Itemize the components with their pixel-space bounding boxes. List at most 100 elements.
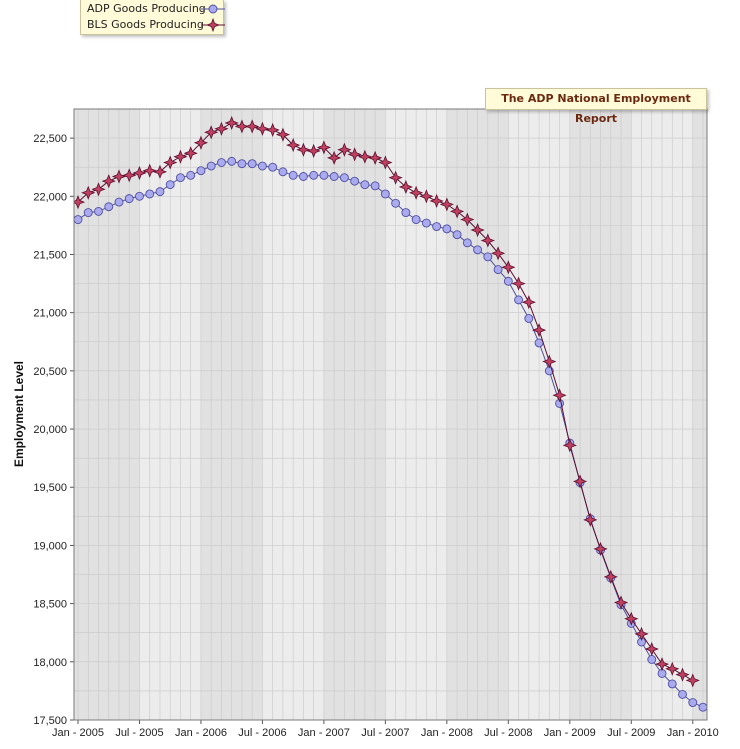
data-point-bls [245, 119, 260, 134]
data-point-bls [654, 657, 670, 672]
data-point-bls [101, 174, 116, 189]
data-point-bls [644, 641, 659, 657]
data-point-adp [186, 170, 196, 180]
data-point-adp [176, 173, 185, 183]
data-point-bls [183, 146, 198, 161]
data-point-bls [347, 147, 362, 162]
data-point-bls [224, 115, 239, 131]
data-point-bls [111, 169, 127, 184]
y-tick-label: 18,000 [33, 657, 67, 669]
data-point-adp [339, 173, 349, 183]
data-point-adp [94, 206, 103, 216]
data-point-bls [511, 276, 526, 291]
data-point-adp [165, 180, 175, 190]
data-point-adp [145, 189, 155, 199]
data-point-adp [350, 176, 360, 186]
data-point-adp [391, 198, 401, 208]
data-point-adp [278, 167, 288, 177]
data-point-adp [319, 170, 329, 180]
data-point-bls [193, 135, 209, 150]
axes: 17,500 18,000 18,500 19,000 19,500 20,000 20,5… [33, 108, 719, 739]
x-tick-label: Jan - 2007 [298, 727, 350, 739]
data-point-bls [152, 164, 168, 179]
data-point-bls [265, 122, 280, 138]
y-tick-label: 19,000 [33, 540, 67, 552]
y-tick-label: 19,500 [33, 482, 67, 494]
x-tick-label: Jul - 2007 [361, 727, 409, 739]
data-point-bls [378, 155, 393, 170]
data-point-bls [91, 182, 106, 197]
data-point-adp [442, 224, 452, 234]
data-point-bls [480, 233, 495, 248]
data-point-bls [357, 149, 372, 164]
data-point-bls [204, 125, 219, 140]
circle-marker-icon [201, 4, 225, 14]
data-point-bls [562, 438, 577, 453]
data-point-bls [521, 295, 536, 310]
data-point-adp [411, 215, 421, 225]
star-marker-icon [201, 18, 225, 32]
data-point-bls [593, 541, 608, 557]
data-point-bls [501, 260, 516, 275]
data-point-bls [542, 354, 557, 369]
data-point-adp [473, 245, 483, 255]
data-point-adp [483, 252, 493, 262]
data-point-adp [698, 702, 707, 712]
data-point-bls [142, 163, 157, 178]
data-point-adp [514, 295, 524, 305]
data-point-adp [206, 161, 216, 171]
data-point-adp [380, 189, 390, 199]
data-point-adp [401, 208, 411, 218]
report-title-box: The ADP National Employment Report [485, 88, 707, 125]
data-point-bls [286, 137, 301, 153]
report-title: The ADP National Employment Report [501, 92, 691, 125]
x-tick-label: Jul - 2006 [238, 727, 286, 739]
data-point-bls [122, 168, 137, 183]
data-point-bls [173, 149, 188, 164]
data-point-bls [490, 246, 506, 261]
data-point-bls [132, 165, 147, 181]
x-tick-label: Jan - 2008 [421, 727, 473, 739]
data-point-adp [114, 197, 124, 207]
data-point-adp [678, 689, 687, 699]
x-tick-label: Jan - 2009 [544, 727, 596, 739]
data-point-bls [163, 155, 178, 170]
data-point-bls [409, 185, 424, 200]
data-point-adp [268, 162, 278, 172]
y-tick-label: 22,000 [33, 191, 67, 203]
data-point-adp [83, 208, 93, 218]
data-point-adp [524, 314, 534, 323]
data-point-bls [552, 388, 567, 403]
data-point-bls [429, 193, 444, 209]
legend: ADP Goods Producing BLS Goods Producing [80, 0, 225, 35]
data-point-adp [155, 187, 165, 197]
plot-border [73, 108, 708, 721]
data-point-bls [583, 512, 598, 527]
y-tick-label: 20,000 [33, 424, 67, 436]
data-point-adp [452, 230, 462, 240]
data-point-bls [613, 595, 629, 610]
data-point-adp [135, 191, 144, 201]
x-tick-label: Jan - 2005 [52, 727, 104, 739]
data-point-adp [370, 181, 380, 191]
data-point-adp [503, 276, 513, 286]
data-point-adp [257, 161, 267, 171]
data-point-bls [470, 222, 485, 238]
data-point-adp [216, 158, 226, 167]
series-layer [74, 115, 707, 712]
data-point-bls [275, 127, 291, 142]
data-point-bls [419, 189, 434, 204]
data-point-bls [572, 474, 588, 489]
x-tick-label: Jan - 2006 [175, 727, 227, 739]
legend-item-bls: BLS Goods Producing [87, 18, 225, 32]
y-tick-label: 22,500 [33, 133, 67, 145]
y-tick-label: 17,500 [33, 715, 67, 727]
data-point-adp [432, 222, 442, 231]
data-point-bls [603, 569, 618, 584]
x-tick-label: Jan - 2010 [667, 727, 719, 739]
data-point-bls [306, 143, 321, 158]
data-point-adp [74, 215, 83, 225]
y-tick-label: 20,500 [33, 366, 67, 378]
data-point-adp [309, 170, 319, 180]
